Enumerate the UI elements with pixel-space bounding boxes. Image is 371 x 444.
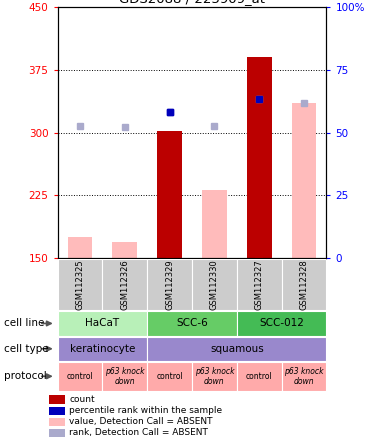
Bar	[49, 429, 65, 437]
Bar	[282, 362, 326, 391]
Text: GSM112325: GSM112325	[75, 259, 85, 310]
Bar	[68, 238, 92, 258]
Bar	[147, 337, 326, 361]
Text: rank, Detection Call = ABSENT: rank, Detection Call = ABSENT	[69, 428, 208, 437]
Text: SCC-6: SCC-6	[176, 318, 208, 329]
Text: control: control	[66, 372, 93, 381]
Bar	[58, 337, 147, 361]
Text: GSM112328: GSM112328	[299, 259, 309, 310]
Bar	[237, 311, 326, 336]
Bar	[165, 131, 174, 258]
Bar	[112, 242, 137, 258]
Bar	[58, 259, 102, 310]
Text: squamous: squamous	[210, 344, 264, 354]
Text: control: control	[156, 372, 183, 381]
Text: protocol: protocol	[4, 371, 46, 381]
Text: count: count	[69, 395, 95, 404]
Bar	[192, 259, 237, 310]
Text: GSM112327: GSM112327	[255, 259, 264, 310]
Bar	[292, 103, 316, 258]
Bar	[157, 131, 182, 258]
Text: keratinocyte: keratinocyte	[70, 344, 135, 354]
Bar	[58, 311, 147, 336]
Bar	[49, 407, 65, 415]
Bar	[58, 362, 102, 391]
Bar	[237, 259, 282, 310]
Text: cell line: cell line	[4, 318, 44, 329]
Bar	[49, 418, 65, 426]
Bar	[147, 362, 192, 391]
Bar	[255, 57, 263, 258]
Text: p63 knock
down: p63 knock down	[284, 367, 324, 386]
Bar	[147, 311, 237, 336]
Bar	[102, 362, 147, 391]
Text: GSM112330: GSM112330	[210, 259, 219, 310]
Text: value, Detection Call = ABSENT: value, Detection Call = ABSENT	[69, 417, 213, 426]
Text: p63 knock
down: p63 knock down	[195, 367, 234, 386]
Text: p63 knock
down: p63 knock down	[105, 367, 144, 386]
Text: HaCaT: HaCaT	[85, 318, 119, 329]
Text: percentile rank within the sample: percentile rank within the sample	[69, 406, 222, 415]
Text: SCC-012: SCC-012	[259, 318, 304, 329]
Text: control: control	[246, 372, 273, 381]
Bar	[282, 259, 326, 310]
Bar	[102, 259, 147, 310]
Text: cell type: cell type	[4, 344, 48, 354]
Bar	[202, 190, 227, 258]
Title: GDS2088 / 225909_at: GDS2088 / 225909_at	[119, 0, 265, 5]
Bar	[237, 362, 282, 391]
Bar	[247, 57, 272, 258]
Bar	[147, 259, 192, 310]
Text: GSM112326: GSM112326	[120, 259, 129, 310]
Text: GSM112329: GSM112329	[165, 259, 174, 310]
Bar	[192, 362, 237, 391]
Bar	[49, 396, 65, 404]
